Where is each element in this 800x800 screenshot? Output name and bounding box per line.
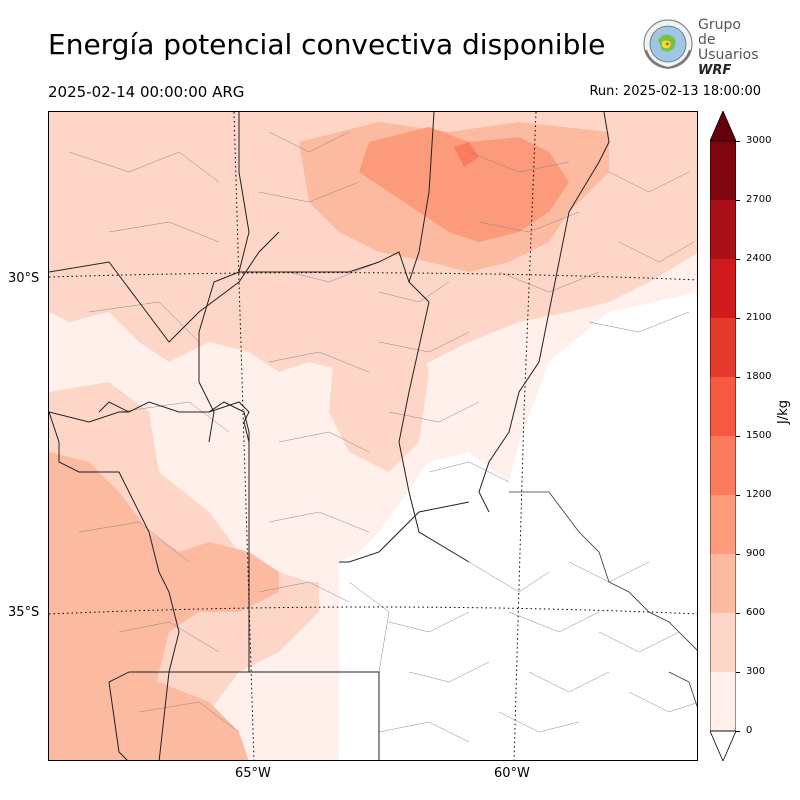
colorbar-tick-label: 900 [746, 548, 766, 559]
cape-field-1200-1500 [454, 142, 479, 167]
colorbar-bin [710, 554, 736, 613]
colorbar-tick-label: 600 [746, 607, 766, 618]
colorbar-bin [710, 495, 736, 554]
colorbar-bin [710, 259, 736, 318]
colorbar [710, 111, 736, 761]
colorbar-tick-mark [736, 259, 740, 260]
colorbar-bin [710, 613, 736, 672]
cape-map [48, 111, 698, 761]
colorbar-over-arrow [710, 111, 736, 142]
cape-field-600-900-south [89, 672, 249, 760]
colorbar-bin [710, 141, 736, 200]
colorbar-tick-mark [736, 200, 740, 201]
colorbar-tick-mark [736, 554, 740, 555]
run-time: Run: 2025-02-13 18:00:00 [589, 84, 761, 99]
graticule [49, 112, 697, 760]
colorbar-tick-label: 2100 [746, 312, 772, 323]
colorbar-tick-mark [736, 613, 740, 614]
colorbar-under-arrow [710, 730, 736, 761]
colorbar-tick-label: 300 [746, 666, 766, 677]
logo-line2: Usuarios [698, 47, 759, 63]
logo-line3: WRF [698, 63, 732, 78]
cape-shading [49, 112, 697, 760]
globe-icon [643, 19, 693, 70]
colorbar-tick-label: 0 [746, 725, 753, 736]
colorbar-bin [710, 318, 736, 377]
logo-text: Grupo de Usuarios WRF [698, 17, 760, 79]
colorbar-tick-mark [736, 436, 740, 437]
colorbar-tick-label: 1800 [746, 371, 772, 382]
lon-label-60w: 60°W [494, 766, 530, 781]
colorbar-tick-label: 2400 [746, 253, 772, 264]
lon-label-65w: 65°W [235, 766, 271, 781]
department-borders [68, 131, 697, 743]
colorbar-frame [710, 140, 736, 732]
colorbar-bin [710, 200, 736, 259]
colorbar-unit: J/kg [776, 400, 791, 424]
colorbar-tick-mark [736, 377, 740, 378]
page-title: Energía potencial convectiva disponible [48, 28, 606, 61]
cape-field-900-1200 [359, 127, 569, 242]
map-canvas [49, 112, 697, 760]
colorbar-bins [710, 141, 736, 731]
colorbar-bin [710, 672, 736, 731]
lat-label-30s: 30°S [8, 271, 40, 286]
logo-line1: Grupo de [698, 17, 741, 48]
wrf-logo: Grupo de Usuarios WRF [640, 16, 760, 78]
colorbar-bin [710, 377, 736, 436]
colorbar-bin [710, 436, 736, 495]
colorbar-tick-label: 3000 [746, 135, 772, 146]
colorbar-tick-mark [736, 141, 740, 142]
colorbar-tick-mark [736, 318, 740, 319]
colorbar-tick-label: 2700 [746, 194, 772, 205]
colorbar-tick-label: 1200 [746, 489, 772, 500]
colorbar-tick-label: 1500 [746, 430, 772, 441]
province-borders [49, 112, 610, 760]
coastline [509, 491, 697, 708]
colorbar-tick-mark [736, 731, 740, 732]
lat-label-35s: 35°S [8, 605, 40, 620]
cape-field-zero-east [339, 362, 697, 760]
colorbar-tick-mark [736, 495, 740, 496]
colorbar-tick-mark [736, 672, 740, 673]
cape-field-300-600-center [329, 302, 429, 472]
valid-time: 2025-02-14 00:00:00 ARG [48, 83, 245, 101]
